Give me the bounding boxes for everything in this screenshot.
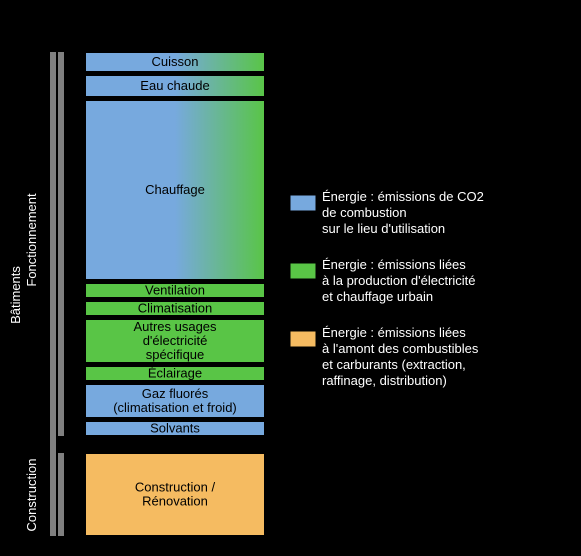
overall-marker — [50, 52, 56, 536]
segment-label-cuisson: Cuisson — [152, 54, 199, 69]
segment-label-ventilation: Ventilation — [145, 283, 205, 298]
segment-label-chauffage: Chauffage — [145, 182, 205, 197]
segment-label-eauchaude: Eau chaude — [140, 78, 209, 93]
legend-co2-label: Énergie : émissions de CO2de combustions… — [322, 189, 484, 236]
group-marker-fonctionnement — [58, 52, 64, 436]
segment-label-eclairage: Éclairage — [148, 366, 202, 381]
legend-amont-label: Énergie : émissions liéesà l'amont des c… — [322, 325, 479, 388]
legend-elec-swatch — [290, 263, 316, 279]
fonctionnement-label: Fonctionnement — [24, 193, 39, 287]
segment-label-solvants: Solvants — [150, 421, 200, 436]
batiments-label: Bâtiments — [8, 266, 23, 324]
segment-label-clim: Climatisation — [138, 301, 212, 316]
segment-label-construction: Construction /Rénovation — [135, 480, 216, 509]
group-marker-construction — [58, 453, 64, 536]
stacked-category-chart: Cuisson Eau chaude Chauffage Ventilation Cli… — [0, 0, 581, 556]
construction-label: Construction — [24, 459, 39, 532]
legend-elec-label: Énergie : émissions liéesà la production… — [322, 257, 476, 304]
legend-amont-swatch — [290, 331, 316, 347]
legend-co2-swatch — [290, 195, 316, 211]
